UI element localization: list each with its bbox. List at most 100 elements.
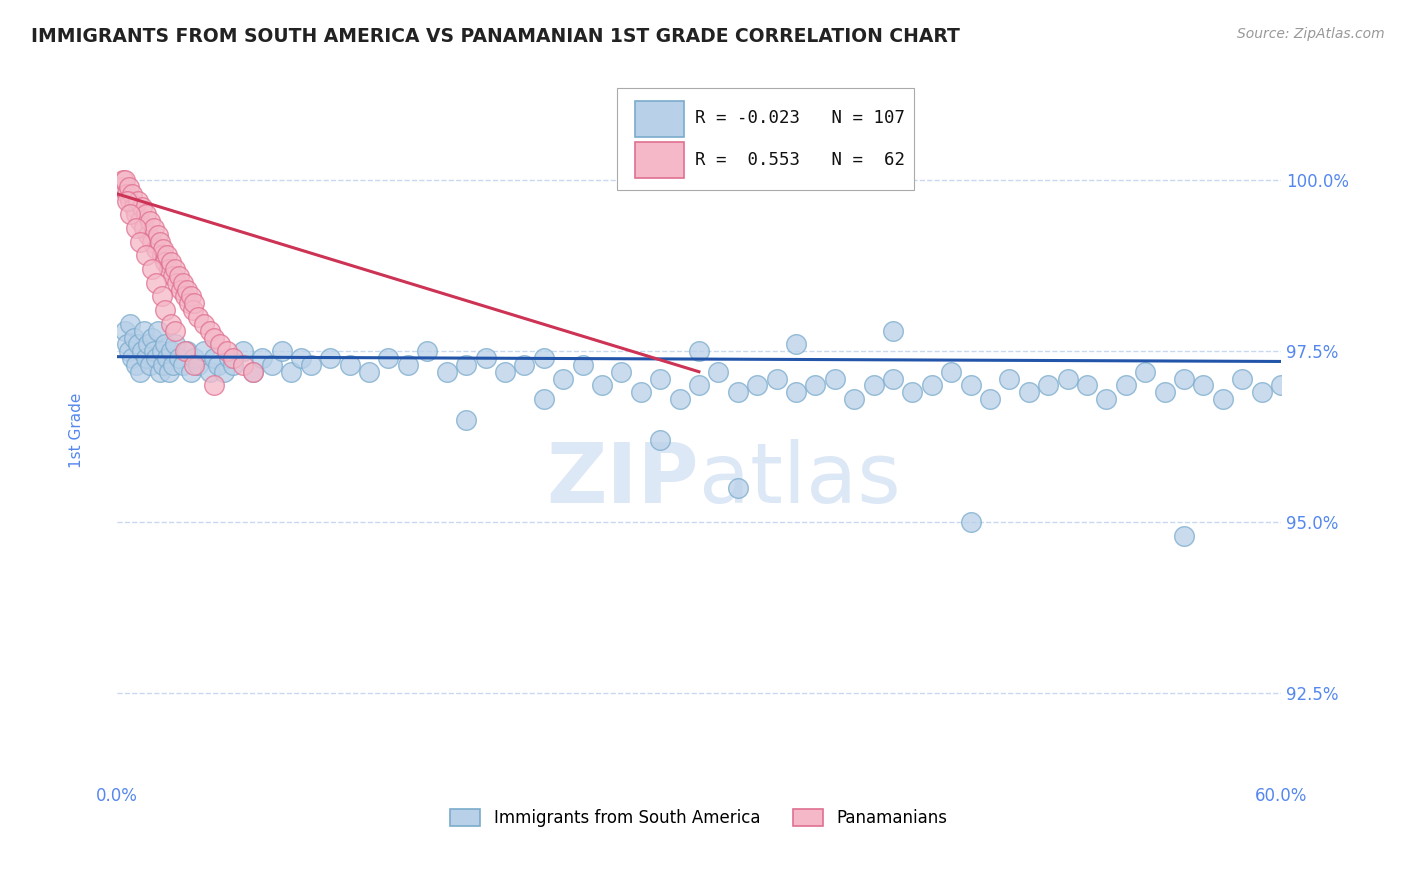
Point	[146, 324, 169, 338]
Point	[610, 365, 633, 379]
Point	[165, 337, 187, 351]
Point	[202, 330, 225, 344]
Point	[1173, 371, 1195, 385]
Point	[124, 330, 146, 344]
Point	[117, 344, 139, 359]
Point	[436, 365, 458, 379]
Point	[745, 378, 768, 392]
Point	[152, 242, 174, 256]
Point	[494, 365, 516, 379]
Legend: Immigrants from South America, Panamanians: Immigrants from South America, Panamania…	[443, 803, 955, 834]
Point	[208, 337, 231, 351]
Point	[157, 262, 180, 277]
Point	[688, 344, 710, 359]
Point	[115, 186, 138, 201]
Point	[139, 214, 162, 228]
Point	[141, 330, 163, 344]
Text: Source: ZipAtlas.com: Source: ZipAtlas.com	[1237, 27, 1385, 41]
Point	[824, 371, 846, 385]
Point	[114, 324, 136, 338]
Text: ZIP: ZIP	[547, 439, 699, 520]
Point	[148, 365, 170, 379]
Point	[115, 194, 138, 208]
Point	[132, 221, 155, 235]
Point	[862, 378, 884, 392]
Point	[187, 310, 209, 324]
Point	[785, 337, 807, 351]
Point	[135, 351, 157, 365]
Point	[181, 303, 204, 318]
Point	[136, 337, 159, 351]
Point	[157, 365, 180, 379]
Point	[270, 344, 292, 359]
Point	[145, 242, 167, 256]
Point	[553, 371, 575, 385]
Point	[124, 201, 146, 215]
Point	[959, 516, 981, 530]
Point	[141, 262, 163, 277]
Point	[1173, 529, 1195, 543]
Point	[339, 358, 361, 372]
Text: R =  0.553   N =  62: R = 0.553 N = 62	[696, 151, 905, 169]
Point	[222, 351, 245, 365]
Point	[688, 378, 710, 392]
Point	[155, 255, 177, 269]
Point	[183, 351, 205, 365]
Point	[156, 248, 179, 262]
Point	[474, 351, 496, 365]
Point	[842, 392, 865, 406]
Point	[129, 214, 152, 228]
Point	[121, 186, 143, 201]
Point	[165, 262, 187, 277]
Point	[150, 289, 173, 303]
Text: R = -0.023   N = 107: R = -0.023 N = 107	[696, 110, 905, 128]
Point	[456, 412, 478, 426]
Point	[141, 235, 163, 249]
Point	[115, 337, 138, 351]
Point	[120, 317, 142, 331]
Point	[765, 371, 787, 385]
Point	[110, 180, 132, 194]
Point	[242, 365, 264, 379]
Point	[921, 378, 943, 392]
Point	[142, 221, 165, 235]
Point	[202, 378, 225, 392]
Point	[242, 365, 264, 379]
Point	[148, 235, 170, 249]
Point	[668, 392, 690, 406]
Point	[198, 365, 221, 379]
Point	[882, 371, 904, 385]
Point	[1036, 378, 1059, 392]
FancyBboxPatch shape	[617, 88, 914, 190]
Point	[290, 351, 312, 365]
Point	[111, 173, 134, 187]
Point	[202, 351, 225, 365]
Point	[145, 276, 167, 290]
Point	[280, 365, 302, 379]
Point	[1056, 371, 1078, 385]
Point	[648, 433, 671, 447]
Point	[162, 358, 184, 372]
Point	[173, 344, 195, 359]
Point	[416, 344, 439, 359]
Point	[120, 207, 142, 221]
Point	[319, 351, 342, 365]
Point	[150, 248, 173, 262]
FancyBboxPatch shape	[636, 142, 683, 178]
Point	[785, 385, 807, 400]
Point	[127, 194, 149, 208]
Point	[120, 194, 142, 208]
Point	[979, 392, 1001, 406]
Point	[125, 207, 148, 221]
Point	[132, 324, 155, 338]
Point	[217, 344, 239, 359]
Point	[1095, 392, 1118, 406]
Point	[513, 358, 536, 372]
Point	[172, 276, 194, 290]
Point	[131, 201, 153, 215]
Text: atlas: atlas	[699, 439, 901, 520]
Point	[901, 385, 924, 400]
Point	[218, 351, 240, 365]
Point	[176, 344, 198, 359]
Point	[155, 337, 177, 351]
